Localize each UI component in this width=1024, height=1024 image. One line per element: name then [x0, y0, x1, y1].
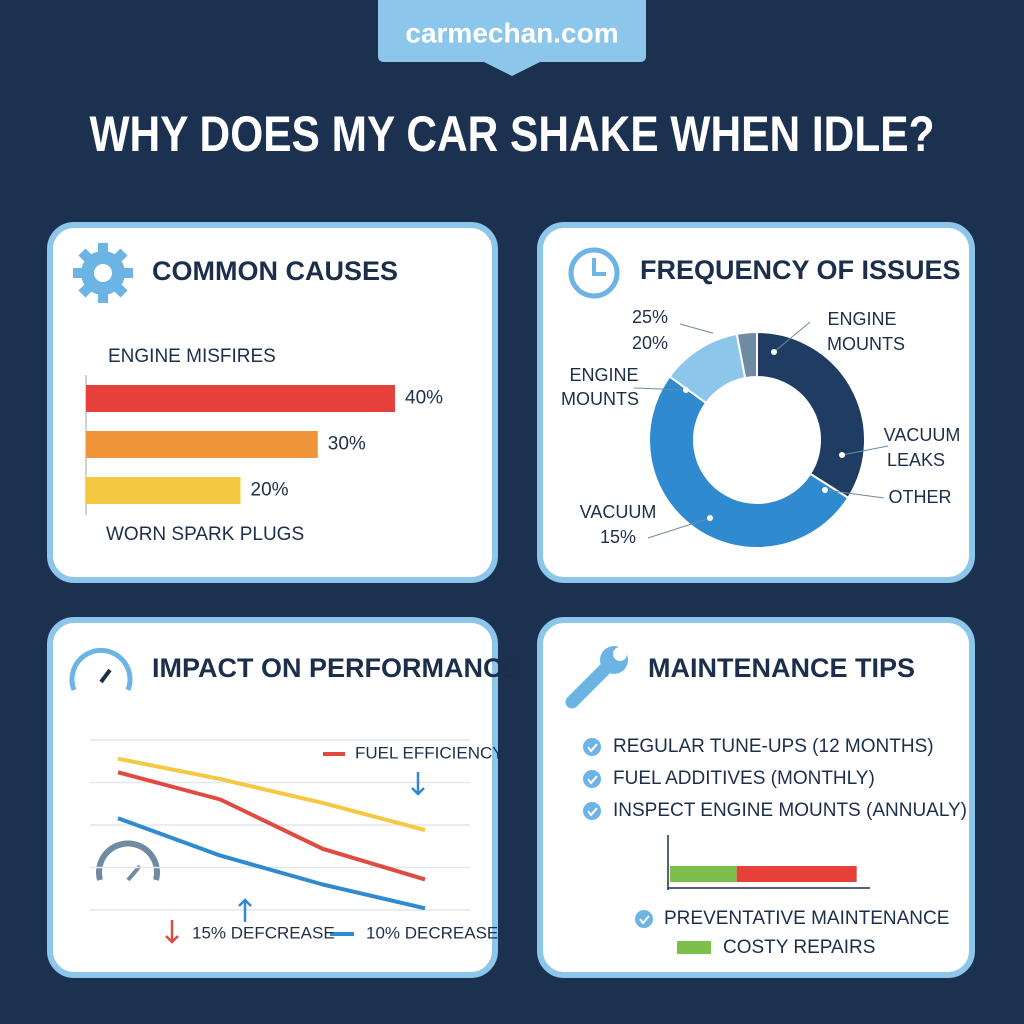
annotation: 25%: [632, 307, 668, 327]
bar: [86, 431, 318, 458]
panel: [47, 617, 498, 978]
series-line: [117, 816, 426, 911]
annotation: 10% DECREASE: [366, 923, 498, 942]
leader-line: [773, 321, 811, 353]
legend-label: COSTY REPAIRS: [723, 937, 875, 958]
annotation: VACUUM: [884, 425, 961, 445]
panel-title: FREQUENCY OF ISSUES: [640, 255, 961, 285]
arrow-head: [165, 935, 179, 944]
tip: INSPECT ENGINE MOUNTS (ANNUALY): [613, 800, 967, 821]
tip: REGULAR TUNE-UPS (12 MONTHS): [613, 736, 934, 757]
tip: FUEL ADDITIVES (MONTHLY): [613, 768, 875, 789]
arrow-head: [238, 898, 252, 907]
check-mark: [587, 775, 598, 785]
category-label: WORN SPARK PLUGS: [106, 524, 304, 545]
leader-dot: [713, 331, 719, 337]
leader-dot: [771, 349, 777, 355]
site-name: carmechan.com: [405, 17, 618, 48]
bar-segment: [670, 866, 737, 882]
small-gauge: [96, 840, 160, 882]
leader-line: [841, 445, 889, 456]
gauge-icon: [69, 647, 133, 691]
bar: [86, 385, 395, 412]
leader-line: [633, 387, 687, 391]
check-mark: [587, 743, 598, 753]
leader-line: [679, 323, 717, 335]
panel-title: COMMON CAUSES: [152, 256, 398, 286]
site-badge: [378, 0, 646, 76]
check-mark: [639, 915, 650, 925]
panel-title: MAINTENANCE TIPS: [648, 653, 915, 683]
value-label: 20%: [251, 480, 289, 501]
annotation: 20%: [632, 333, 668, 353]
annotation: MOUNTS: [827, 334, 905, 354]
value-label: 30%: [328, 434, 366, 455]
donut-segment: [648, 375, 850, 549]
annotation: 15%: [600, 527, 636, 547]
check-icon: [635, 910, 653, 928]
annotation: MOUNTS: [561, 389, 639, 409]
panel: [537, 222, 975, 583]
leader-dot: [707, 515, 713, 521]
annotation: VACUUM: [580, 502, 657, 522]
annotation: LEAKS: [887, 450, 945, 470]
main-title: WHY DOES MY CAR SHAKE WHEN IDLE?: [90, 106, 935, 162]
legend-swatch: [677, 941, 711, 954]
legend-label: FUEL EFFICIENCY: [355, 743, 504, 762]
leader-dot: [683, 387, 689, 393]
check-icon: [583, 738, 601, 756]
annotation: ENGINE: [827, 309, 896, 329]
leader-line: [647, 517, 711, 539]
leader-dot: [822, 487, 828, 493]
series-line: [117, 756, 426, 833]
legend-label: PREVENTATIVE MAINTENANCE: [664, 908, 949, 929]
series-line: [117, 770, 426, 882]
leader-line: [824, 489, 885, 499]
bar-segment: [736, 866, 857, 882]
panel-title: IMPACT ON PERFORMANCE: [152, 653, 521, 683]
donut-segment: [735, 330, 758, 380]
annotation: 15% DEFCREASE: [192, 923, 335, 942]
annotation: OTHER: [889, 487, 952, 507]
check-icon: [583, 770, 601, 788]
arrow-head: [411, 787, 425, 796]
annotation: ENGINE: [569, 365, 638, 385]
donut-segment: [756, 330, 866, 500]
bar: [86, 477, 241, 504]
check-icon: [583, 802, 601, 820]
wrench-icon: [565, 646, 628, 709]
leader-dot: [839, 452, 845, 458]
clock-icon: [568, 247, 620, 299]
value-label: 40%: [405, 388, 443, 409]
category-label: ENGINE MISFIRES: [108, 346, 276, 367]
check-mark: [587, 807, 598, 817]
panel: [537, 617, 975, 978]
gear-icon: [73, 243, 133, 303]
